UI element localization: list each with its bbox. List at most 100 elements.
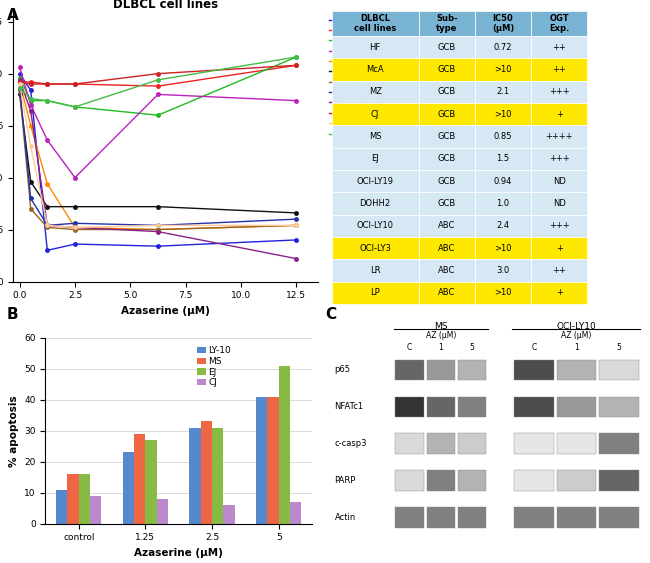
Line: CJ: CJ — [18, 66, 298, 179]
MZ — [154, 112, 162, 119]
Text: 0.94: 0.94 — [494, 177, 512, 186]
Text: >10: >10 — [495, 110, 512, 119]
Line: EJ: EJ — [18, 93, 298, 215]
MS — [16, 79, 23, 86]
McA — [71, 81, 79, 87]
Text: +++: +++ — [549, 87, 569, 96]
Text: Sub-
type: Sub- type — [436, 14, 458, 33]
EJ — [71, 203, 79, 210]
Text: MS: MS — [434, 322, 447, 331]
Legend: HF, McA, MZ, CJ, MS, EJ, LY19, DOHH2, OCI-LY10, OCI-LY3, LR, LP: HF, McA, MZ, CJ, MS, EJ, LY19, DOHH2, OC… — [329, 16, 385, 138]
Bar — [426, 396, 455, 417]
Text: 1.5: 1.5 — [497, 154, 510, 163]
Text: c-casp3: c-casp3 — [335, 439, 367, 448]
Bar — [332, 36, 419, 59]
Line: OCI-LY3: OCI-LY3 — [18, 64, 298, 86]
Text: +: + — [556, 244, 563, 253]
OCI-LY3 — [16, 79, 23, 86]
Bar — [419, 11, 475, 36]
Text: GCB: GCB — [438, 177, 456, 186]
Bar — [123, 453, 134, 524]
OCI-LY3 — [154, 70, 162, 77]
EJ — [154, 203, 162, 210]
Bar — [419, 36, 475, 59]
Bar — [475, 260, 531, 282]
DOHH2 — [154, 222, 162, 229]
Bar — [475, 59, 531, 81]
CJ — [292, 97, 300, 104]
Bar — [419, 193, 475, 215]
Y-axis label: % apoptosis: % apoptosis — [8, 395, 19, 467]
DOHH2 — [16, 85, 23, 92]
HF — [27, 87, 34, 93]
Text: HF: HF — [370, 43, 381, 52]
Bar — [531, 237, 588, 260]
Bar — [514, 396, 554, 417]
LR — [154, 222, 162, 229]
OCI-LY10 — [16, 77, 23, 83]
MZ — [292, 53, 300, 60]
Text: 0.72: 0.72 — [494, 43, 512, 52]
Line: MZ: MZ — [18, 55, 298, 117]
Bar — [426, 360, 455, 380]
EJ — [27, 178, 34, 185]
Bar — [599, 507, 639, 528]
Text: GCB: GCB — [438, 154, 456, 163]
Bar — [599, 396, 639, 417]
Text: 2.4: 2.4 — [497, 221, 510, 230]
Text: AZ (μM): AZ (μM) — [561, 331, 592, 340]
Bar — [332, 260, 419, 282]
Text: OGT
Exp.: OGT Exp. — [549, 14, 569, 33]
Line: LP: LP — [18, 55, 298, 109]
Text: 1.0: 1.0 — [497, 199, 510, 208]
Bar — [90, 495, 101, 524]
Bar — [556, 507, 596, 528]
Text: Actin: Actin — [335, 513, 356, 522]
Text: 1: 1 — [574, 343, 578, 352]
Bar — [157, 499, 168, 524]
Text: ABC: ABC — [438, 244, 456, 253]
HF — [71, 241, 79, 248]
OCI-LY10 — [27, 108, 34, 114]
Bar — [475, 103, 531, 126]
Bar — [599, 434, 639, 454]
Text: +: + — [556, 110, 563, 119]
Bar — [458, 396, 486, 417]
LR — [44, 222, 51, 229]
Bar — [332, 126, 419, 148]
Text: OCI-LY10: OCI-LY10 — [556, 322, 596, 331]
X-axis label: Azaserine (μM): Azaserine (μM) — [135, 548, 223, 558]
Bar — [556, 471, 596, 491]
OCI-LY3 — [44, 81, 51, 87]
Text: GCB: GCB — [438, 110, 456, 119]
DOHH2 — [27, 195, 34, 202]
McA — [44, 81, 51, 87]
X-axis label: Azaserine (μM): Azaserine (μM) — [122, 306, 210, 316]
Bar — [475, 126, 531, 148]
Bar — [267, 396, 279, 524]
Bar — [599, 360, 639, 380]
Text: C: C — [531, 343, 536, 352]
Bar — [426, 507, 455, 528]
Bar — [475, 282, 531, 304]
MZ — [16, 74, 23, 81]
Bar — [531, 148, 588, 170]
MZ — [44, 97, 51, 104]
McA — [16, 79, 23, 86]
HF — [16, 70, 23, 77]
Text: OCI-LY3: OCI-LY3 — [359, 244, 391, 253]
CJ — [44, 137, 51, 144]
Line: HF: HF — [18, 72, 298, 252]
Text: GCB: GCB — [438, 43, 456, 52]
Bar — [531, 170, 588, 193]
Bar — [531, 215, 588, 237]
Text: A: A — [6, 8, 18, 24]
Bar — [475, 11, 531, 36]
Bar — [419, 260, 475, 282]
Text: GCB: GCB — [438, 199, 456, 208]
Text: McA: McA — [367, 65, 384, 74]
HF — [44, 247, 51, 254]
OCI-LY3 — [71, 81, 79, 87]
LR — [16, 81, 23, 87]
Bar — [426, 434, 455, 454]
